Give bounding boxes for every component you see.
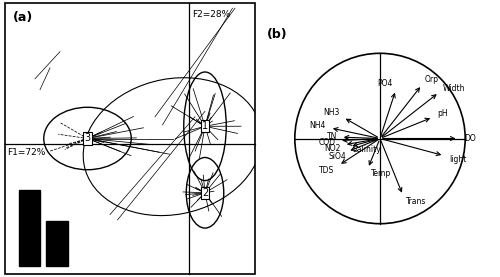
Bar <box>19 190 40 266</box>
Text: Temp: Temp <box>372 169 392 178</box>
Text: NH3: NH3 <box>324 108 340 117</box>
Text: Salinity: Salinity <box>352 145 381 154</box>
Bar <box>46 221 68 266</box>
Text: 2: 2 <box>202 188 208 198</box>
Text: NO2: NO2 <box>324 144 340 153</box>
Text: F2=28%: F2=28% <box>192 9 231 19</box>
Text: (b): (b) <box>266 28 287 41</box>
Text: pH: pH <box>437 109 448 118</box>
Text: 3: 3 <box>84 134 90 143</box>
Text: F1=72%: F1=72% <box>8 148 46 157</box>
Text: COD: COD <box>319 138 336 147</box>
Text: NH4: NH4 <box>310 121 326 130</box>
Text: TN: TN <box>327 132 338 141</box>
Text: Orp: Orp <box>424 75 438 84</box>
Text: SiO4: SiO4 <box>328 152 346 161</box>
Text: (a): (a) <box>12 11 33 24</box>
Text: Width: Width <box>442 84 465 93</box>
Text: PO4: PO4 <box>377 79 392 88</box>
Text: Trans: Trans <box>406 197 426 206</box>
Text: DO: DO <box>464 134 476 143</box>
Text: light: light <box>450 155 466 165</box>
Text: TDS: TDS <box>319 166 334 175</box>
Text: 1: 1 <box>202 121 208 131</box>
